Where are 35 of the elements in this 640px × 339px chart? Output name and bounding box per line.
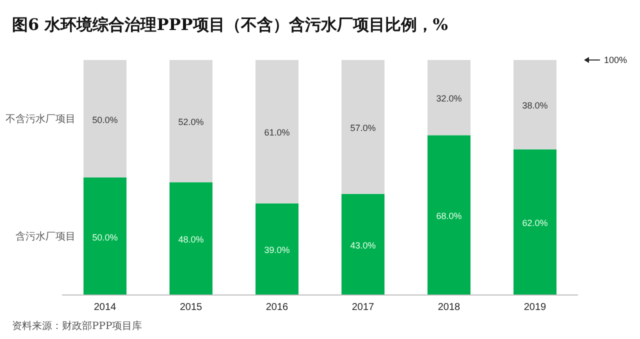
data-label: 52.0% <box>178 117 204 128</box>
bar <box>170 60 212 182</box>
bar <box>84 60 126 178</box>
bar <box>256 203 298 295</box>
bar <box>170 182 212 295</box>
data-label: 68.0% <box>436 211 462 222</box>
data-label: 61.0% <box>264 128 290 138</box>
chart-title: 图6 水环境综合治理PPP项目（不含）含污水厂项目比例，% <box>12 15 448 34</box>
series-label: 含污水厂项目 <box>16 230 76 242</box>
data-label: 50.0% <box>92 114 118 125</box>
bar <box>256 60 298 204</box>
x-tick-label: 2018 <box>438 302 461 313</box>
bar <box>342 60 384 194</box>
x-tick-label: 2017 <box>352 302 375 313</box>
bar <box>514 149 556 295</box>
data-label: 50.0% <box>92 232 118 242</box>
text: 100% <box>604 55 628 65</box>
series-label: 不含污水厂项目 <box>6 112 76 125</box>
bar <box>428 135 470 295</box>
x-tick-label: 2019 <box>524 302 547 313</box>
data-label: 62.0% <box>522 218 548 228</box>
x-tick-label: 2015 <box>180 302 203 313</box>
x-tick-label: 2016 <box>266 302 289 313</box>
data-label: 32.0% <box>436 94 462 104</box>
bar <box>428 60 470 136</box>
bar <box>342 194 384 295</box>
bar <box>84 178 126 295</box>
x-tick-label: 2014 <box>94 302 117 313</box>
data-label: 38.0% <box>522 100 548 111</box>
data-label: 39.0% <box>264 245 290 256</box>
text: 资料来源：财政部PPP项目库 <box>12 320 142 332</box>
bar <box>514 60 556 150</box>
data-label: 57.0% <box>350 122 376 133</box>
data-label: 43.0% <box>350 240 376 250</box>
data-label: 48.0% <box>178 234 204 245</box>
